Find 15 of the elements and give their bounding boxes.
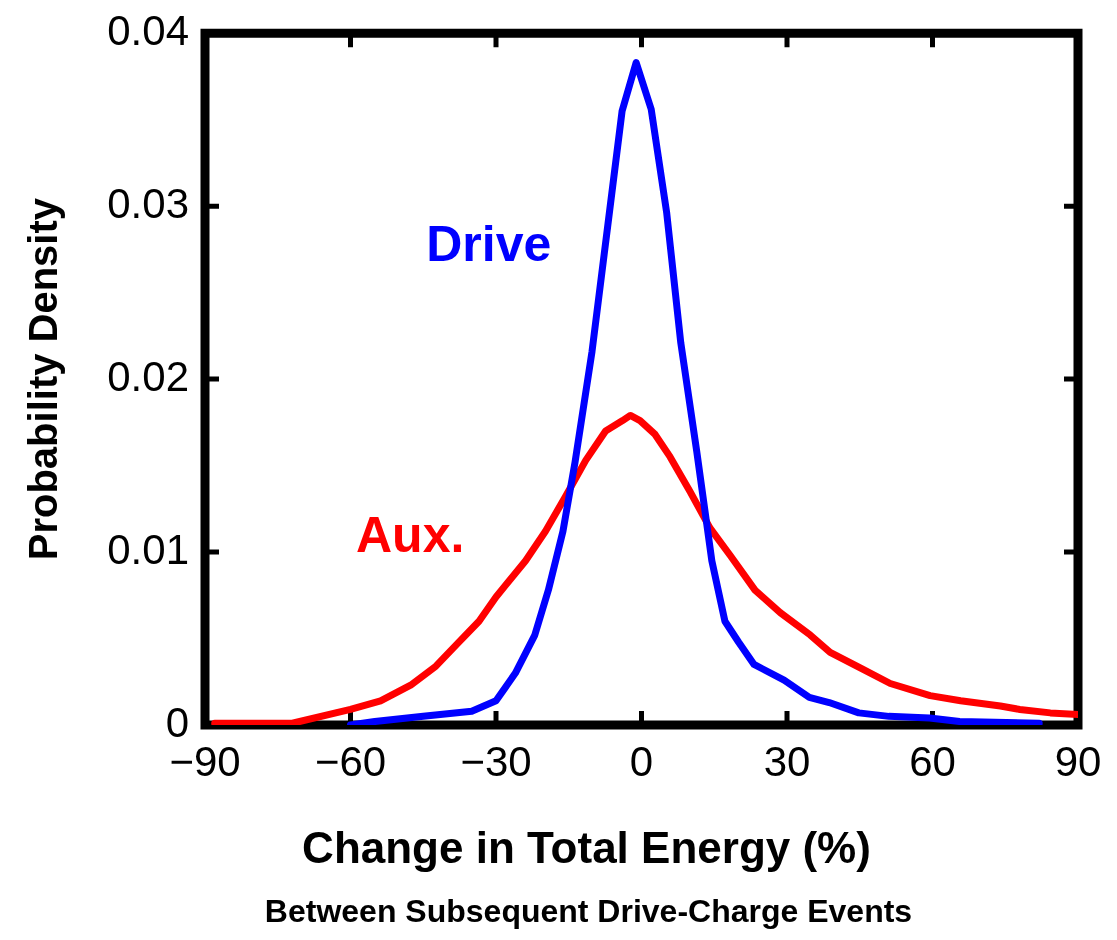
- x-tick-label: −30: [460, 737, 532, 785]
- x-tick-label: −60: [314, 737, 387, 785]
- y-tick-label: 0.01: [107, 525, 189, 573]
- x-axis-title: Change in Total Energy (%): [302, 823, 871, 873]
- y-tick-label: 0.02: [107, 352, 189, 400]
- text: Between Subsequent Drive-Charge Events: [264, 892, 913, 929]
- x-tick-label: 30: [763, 737, 811, 785]
- series-label: Aux.: [355, 507, 465, 563]
- x-tick-label: 0: [629, 737, 654, 785]
- y-axis-title: Probability Density: [21, 197, 66, 561]
- x-tick-label: 90: [1054, 737, 1102, 785]
- y-tick-label: 0.04: [107, 6, 189, 54]
- x-tick-label: 60: [909, 737, 956, 785]
- y-tick-label: 0.03: [107, 179, 189, 227]
- series-label: Drive: [426, 216, 552, 273]
